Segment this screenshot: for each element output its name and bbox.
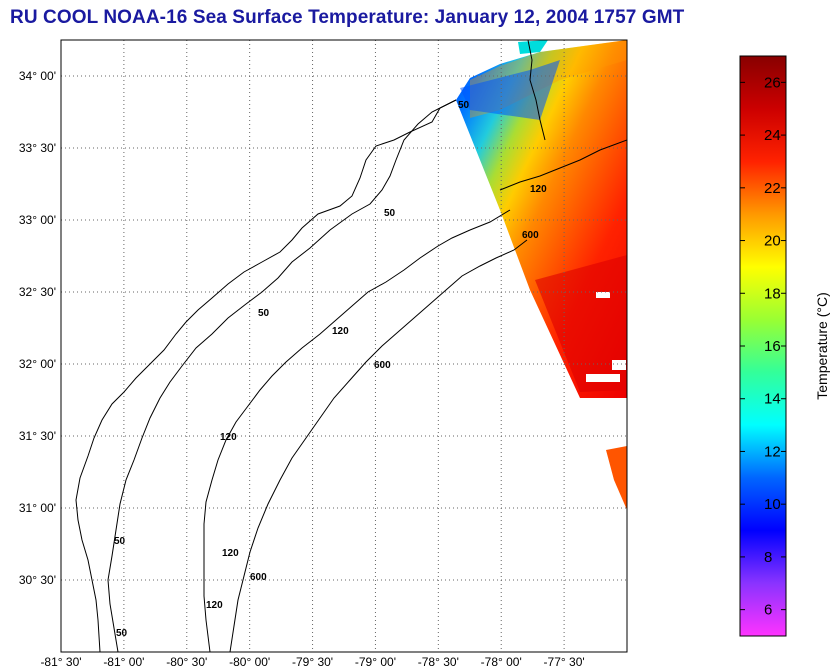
coastline (75, 99, 457, 652)
lon-tick-label: -81° 30' (40, 655, 81, 669)
colorbar-tick-label: 24 (764, 127, 781, 144)
lat-tick-label: 31° 00' (19, 501, 56, 515)
contour-600 (229, 239, 528, 652)
longitude-tick-labels: -81° 30' -81° 00' -80° 30' -80° 00' -79° 30'… (40, 655, 584, 669)
sst-swath-fragment (606, 446, 627, 510)
contour-label-50: 50 (384, 208, 396, 219)
lat-tick-label: 34° 00' (19, 69, 56, 83)
contour-label-120: 120 (220, 432, 237, 443)
contour-label-600: 600 (250, 572, 267, 583)
colorbar-gradient (740, 56, 786, 636)
sst-swath-cold-band (460, 60, 560, 120)
colorbar-tick-label: 26 (764, 74, 781, 91)
lon-tick-label: -77° 30' (544, 655, 585, 669)
contour-label-50: 50 (458, 100, 470, 111)
lat-tick-label: 31° 30' (19, 429, 56, 443)
lon-tick-label: -78° 00' (481, 655, 522, 669)
contour-labels: 50 50 50 50 50 120 120 120 120 120 600 6… (114, 100, 547, 639)
contour-label-600: 600 (522, 230, 539, 241)
contour-120 (203, 209, 511, 652)
latitude-tick-labels: 34° 00' 33° 30' 33° 00' 32° 30' 32° 00' 31° 3… (19, 69, 56, 587)
contour-label-600: 600 (374, 360, 391, 371)
lat-tick-label: 33° 00' (19, 213, 56, 227)
sst-coast-patch (518, 40, 548, 54)
contour-label-120: 120 (206, 600, 223, 611)
lon-tick-label: -80° 30' (166, 655, 207, 669)
lat-tick-label: 33° 30' (19, 141, 56, 155)
colorbar-tick-label: 22 (764, 180, 781, 197)
colorbar-tick-label: 14 (764, 391, 781, 408)
colorbar-ticks: 6 8 10 12 14 16 18 20 22 24 26 (740, 74, 786, 619)
sst-swath-hot-band (535, 255, 627, 392)
colorbar-tick-label: 6 (764, 602, 772, 619)
lon-tick-label: -78° 30' (418, 655, 459, 669)
colorbar-tick-label: 18 (764, 285, 781, 302)
map-title: RU COOL NOAA-16 Sea Surface Temperature:… (10, 7, 685, 28)
contour-label-50: 50 (114, 536, 126, 547)
colorbar-title: Temperature (°C) (814, 292, 830, 400)
lon-tick-label: -81° 00' (103, 655, 144, 669)
contour-label-50: 50 (258, 308, 270, 319)
lon-tick-label: -80° 00' (229, 655, 270, 669)
colorbar-tick-label: 12 (764, 443, 781, 460)
lon-tick-label: -79° 00' (355, 655, 396, 669)
colorbar-tick-label: 10 (764, 496, 781, 513)
colorbar: 6 8 10 12 14 16 18 20 22 24 26 Temperature (°C) (739, 55, 830, 637)
lon-tick-label: -79° 30' (292, 655, 333, 669)
bathymetry-contours (75, 40, 627, 652)
contour-50 (107, 99, 457, 652)
contour-label-120: 120 (222, 548, 239, 559)
lat-tick-label: 32° 00' (19, 357, 56, 371)
contour-120-upper (499, 139, 627, 191)
cloud-gap (596, 292, 610, 298)
contour-label-120: 120 (530, 184, 547, 195)
colorbar-tick-label: 16 (764, 338, 781, 355)
lat-tick-label: 30° 30' (19, 573, 56, 587)
cloud-gap (612, 360, 626, 370)
lat-tick-label: 32° 30' (19, 285, 56, 299)
colorbar-tick-label: 8 (764, 549, 772, 566)
contour-label-50: 50 (116, 628, 128, 639)
contour-label-120: 120 (332, 326, 349, 337)
contour-50-upper (527, 40, 546, 141)
map-frame (60, 39, 628, 653)
sst-swath (456, 40, 627, 510)
cloud-gap (586, 374, 620, 382)
colorbar-tick-label: 20 (764, 233, 781, 250)
